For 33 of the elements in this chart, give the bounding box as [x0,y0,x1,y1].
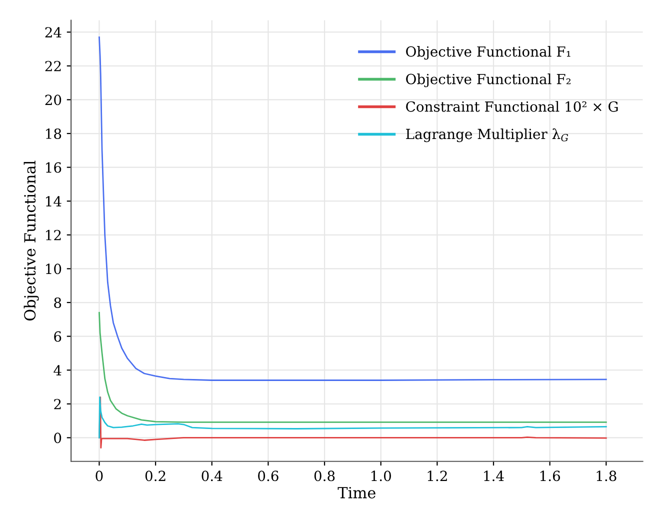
x-tick-label: 0.4 [202,470,222,482]
x-tick-label: 1.0 [372,470,391,482]
line-series [98,36,607,381]
y-tick-label: 14 [46,196,62,206]
y-tick-label: 18 [46,128,62,139]
y-tick-label: 4 [54,365,62,376]
x-tick-label: 1.4 [484,470,504,482]
x-tick-label: 0.8 [314,470,335,482]
x-axis-title: Time [338,486,376,498]
legend-label: Lagrange Multiplier λ$_{G}$ [406,128,568,142]
x-tick-label: 1.6 [540,470,560,482]
legend-label: Objective Functional F₁ [406,46,570,60]
y-tick-label: 8 [54,297,62,308]
line-series [98,396,607,449]
x-tick-label: 0 [96,470,103,482]
x-tick-label: 0.6 [258,470,278,482]
y-tick-label: 10 [46,264,62,274]
line-series [98,312,607,423]
y-tick-label: 16 [46,162,62,173]
line-series [98,396,607,438]
y-axis-title: Objective Functional [24,160,39,321]
x-tick-label: 1.2 [428,470,447,482]
y-tick-label: 20 [45,94,62,106]
legend-label: Objective Functional F₂ [406,74,570,88]
x-tick-label: 1.8 [596,470,616,482]
y-tick-label: 2 [54,398,61,410]
y-tick-label: 0 [54,432,62,444]
y-tick-label: 24 [45,27,62,38]
y-tick-label: 6 [54,331,62,342]
y-tick-label: 22 [45,60,61,72]
x-tick-label: 0.2 [145,470,166,482]
y-tick-label: 12 [46,230,61,240]
legend-label: Constraint Functional 10² × G [406,101,618,112]
